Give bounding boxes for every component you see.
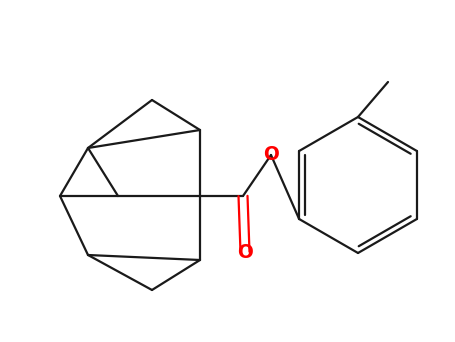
Text: O: O (237, 242, 253, 262)
Text: O: O (263, 145, 278, 165)
